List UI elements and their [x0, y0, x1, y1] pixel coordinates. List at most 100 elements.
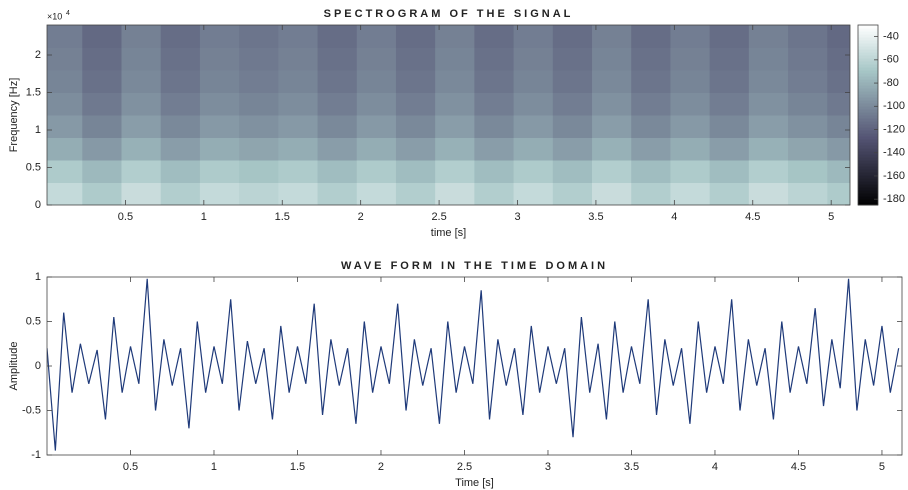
spectrogram-cell: [670, 70, 711, 93]
spectrogram-cell: [160, 70, 201, 93]
y-axis-label: Frequency [Hz]: [8, 78, 20, 153]
spectrogram-cell: [670, 25, 711, 48]
x-tick-label: 5: [828, 211, 834, 223]
spectrogram-cell: [788, 70, 828, 93]
spectrogram-cell: [160, 160, 201, 183]
y-tick-label: 2: [35, 49, 41, 61]
colorbar-swatch: [858, 193, 878, 197]
spectrogram-cell: [513, 70, 554, 93]
colorbar-swatch: [858, 133, 878, 137]
spectrogram-cell: [239, 92, 279, 116]
spectrogram-cell: [356, 92, 397, 116]
colorbar-swatch: [858, 79, 878, 83]
spectrogram-cell: [748, 70, 789, 93]
spectrogram-cell: [552, 47, 593, 71]
spectrogram-cell: [592, 47, 632, 71]
spectrogram-cell: [552, 25, 593, 48]
spectrogram-cell: [239, 115, 279, 138]
spectrogram-cell: [709, 160, 750, 183]
spectrogram-cell: [82, 25, 122, 48]
x-axis-label: Time [s]: [455, 477, 494, 489]
colorbar-tick-label: -120: [883, 123, 905, 135]
colorbar-swatch: [858, 85, 878, 89]
colorbar-swatch: [858, 25, 878, 29]
spectrogram-cell: [278, 92, 319, 116]
plot-frame: [46, 276, 903, 456]
spectrogram-cell: [239, 47, 279, 71]
colorbar-swatch: [858, 97, 878, 101]
colorbar-swatch: [858, 40, 878, 44]
spectrogram-cell: [670, 182, 711, 205]
spectrogram-cell: [239, 70, 279, 93]
spectrogram-cell: [709, 70, 750, 93]
colorbar-swatch: [858, 154, 878, 158]
spectrogram-cell: [631, 182, 671, 205]
spectrogram-cell: [474, 70, 515, 93]
y-tick-label: 1.5: [26, 86, 41, 98]
colorbar-swatch: [858, 46, 878, 50]
colorbar-swatch: [858, 187, 878, 191]
spectrogram-cell: [395, 25, 436, 48]
spectrogram-cell: [474, 47, 515, 71]
colorbar-swatch: [858, 172, 878, 176]
chart-title: SPECTROGRAM OF THE SIGNAL: [324, 8, 574, 20]
spectrogram-cell: [317, 47, 358, 71]
spectrogram-cell: [199, 160, 240, 183]
spectrogram-cell: [278, 182, 319, 205]
spectrogram-cell: [827, 47, 850, 71]
spectrogram-cell: [474, 25, 515, 48]
y-tick-label: 1: [35, 271, 41, 283]
y-tick-label: -0.5: [22, 404, 41, 416]
spectrogram-cell: [788, 115, 828, 138]
spectrogram-cell: [199, 182, 240, 205]
spectrogram-cell: [552, 182, 593, 205]
colorbar-swatch: [858, 67, 878, 71]
spectrogram-cell: [788, 25, 828, 48]
x-tick-label: 3: [545, 461, 551, 473]
colorbar-swatch: [858, 151, 878, 155]
spectrogram-cell: [317, 160, 358, 183]
x-tick-label: 2.5: [431, 211, 446, 223]
spectrogram-cell: [239, 137, 279, 161]
spectrogram-cell: [356, 182, 397, 205]
y-axis-label: Amplitude: [8, 342, 20, 391]
spectrogram-cell: [82, 182, 122, 205]
spectrogram-cell: [592, 115, 632, 138]
colorbar-swatch: [858, 184, 878, 188]
spectrogram-cell: [199, 115, 240, 138]
spectrogram-cell: [435, 70, 475, 93]
spectrogram-cell: [47, 160, 83, 183]
spectrogram-cell: [435, 160, 475, 183]
spectrogram-cell: [748, 115, 789, 138]
colorbar-swatch: [858, 130, 878, 134]
spectrogram-cell: [474, 92, 515, 116]
colorbar-swatch: [858, 139, 878, 143]
spectrogram-cell: [827, 70, 850, 93]
spectrogram-cell: [278, 47, 319, 71]
spectrogram-cell: [513, 25, 554, 48]
spectrogram-cell: [356, 137, 397, 161]
spectrogram-cell: [317, 137, 358, 161]
colorbar-swatch: [858, 136, 878, 140]
spectrogram-cell: [278, 70, 319, 93]
spectrogram-cell: [474, 115, 515, 138]
colorbar-tick-label: -40: [883, 31, 899, 43]
colorbar-swatch: [858, 181, 878, 185]
spectrogram-cell: [592, 137, 632, 161]
x-tick-label: 4: [671, 211, 677, 223]
spectrogram-cell: [199, 92, 240, 116]
spectrogram-cell: [631, 25, 671, 48]
spectrogram-cell: [47, 70, 83, 93]
spectrogram-cell: [239, 160, 279, 183]
spectrogram-cell: [395, 115, 436, 138]
spectrogram-cell: [121, 25, 162, 48]
spectrogram-cell: [788, 182, 828, 205]
colorbar-swatch: [858, 43, 878, 47]
spectrogram-cell: [317, 115, 358, 138]
spectrogram-cell: [160, 115, 201, 138]
colorbar-swatch: [858, 55, 878, 59]
spectrogram-cell: [356, 70, 397, 93]
spectrogram-cell: [513, 92, 554, 116]
y-tick-label: -1: [31, 449, 41, 461]
